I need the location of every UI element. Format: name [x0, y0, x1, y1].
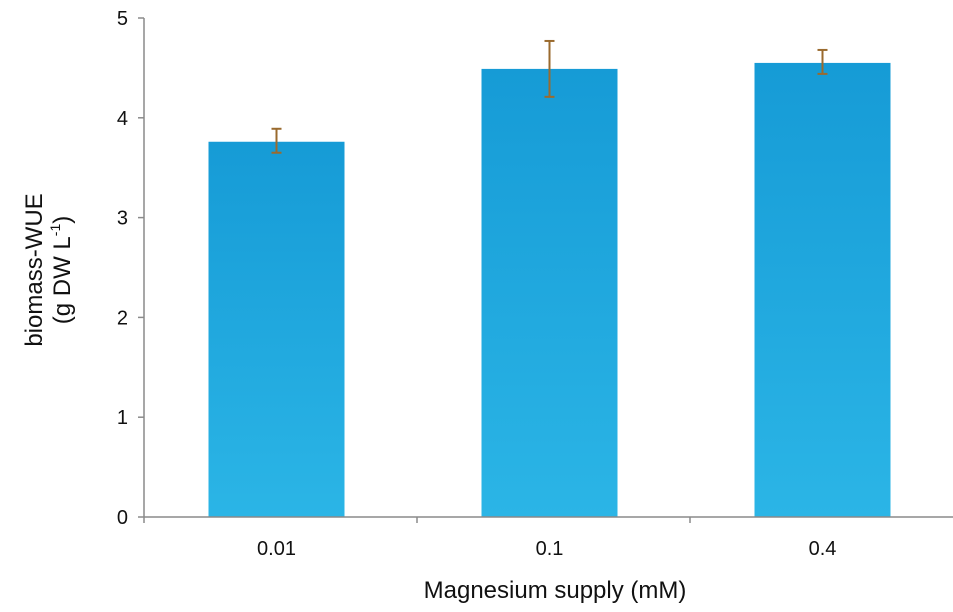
bar-0.1 [481, 68, 618, 517]
bars [208, 62, 891, 517]
y-tick-label: 4 [117, 108, 128, 130]
y-axis-title-line1: biomass-WUE [21, 193, 48, 346]
y-tick-label: 0 [117, 507, 128, 529]
y-tick-label: 3 [117, 208, 128, 230]
y-axis-title-suffix: ) [49, 216, 76, 224]
x-tick-label: 0.01 [257, 538, 296, 560]
y-tick-label: 5 [117, 8, 128, 30]
bar-0.4 [754, 62, 891, 517]
y-axis-title-prefix: (g DW L [49, 236, 76, 324]
y-axis-ticks: 0 1 2 3 4 5 [117, 8, 144, 529]
y-axis-title-line2: (g DW L-1) [47, 216, 76, 324]
bar-0.01 [208, 141, 345, 517]
x-tick-label: 0.4 [809, 538, 837, 560]
x-tick-label: 0.1 [536, 538, 564, 560]
y-tick-label: 2 [117, 307, 128, 329]
y-tick-label: 1 [117, 407, 128, 429]
error-bars [271, 39, 828, 154]
x-axis-title: Magnesium supply (mM) [424, 577, 687, 604]
x-axis-ticks: 0.01 0.1 0.4 [143, 517, 837, 560]
y-axis-title-superscript: -1 [47, 224, 63, 237]
